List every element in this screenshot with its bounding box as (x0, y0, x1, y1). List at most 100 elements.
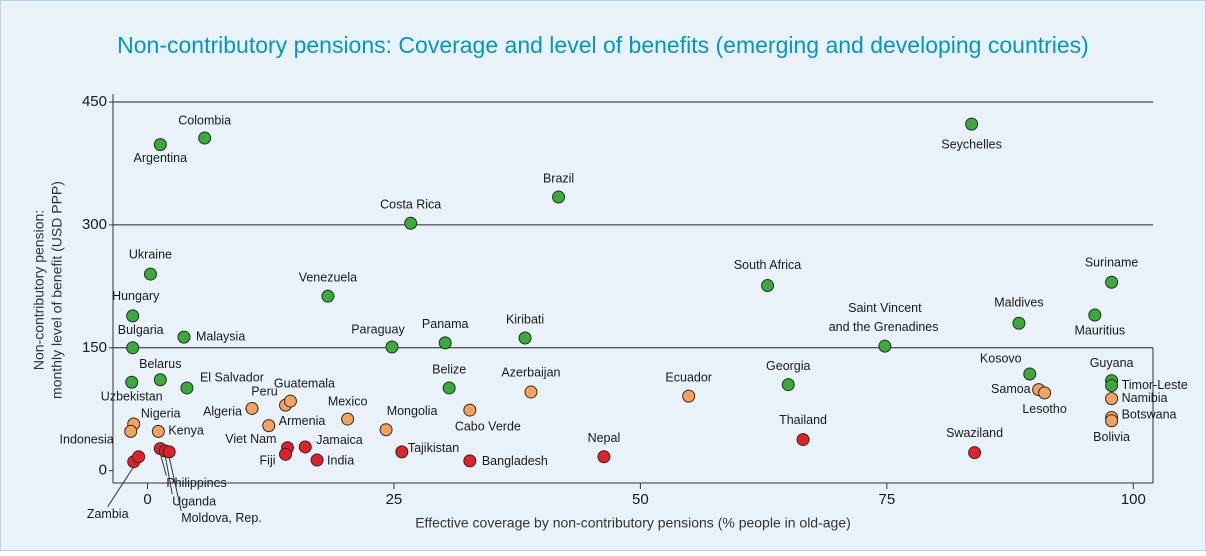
point-label: Mauritius (1074, 323, 1125, 337)
leader-line (168, 456, 182, 511)
point-label: Mongolia (387, 404, 438, 418)
point-label: India (327, 453, 354, 467)
point-label: Maldives (994, 296, 1043, 310)
point (968, 446, 982, 460)
leader-line (164, 455, 173, 495)
point (279, 447, 293, 461)
x-tick-label: 25 (386, 491, 403, 508)
point (341, 412, 355, 426)
point-label: Nepal (588, 431, 621, 445)
point (1023, 367, 1037, 381)
x-tick-label: 75 (878, 491, 895, 508)
point-label: Kiribati (506, 312, 544, 326)
point-label: South Africa (734, 258, 801, 272)
point-label: Swaziland (946, 426, 1003, 440)
point-label: Nigeria (141, 406, 181, 420)
y-axis-title-line: Non-contributory pension: (31, 210, 47, 370)
point (153, 373, 167, 387)
point (379, 423, 393, 437)
point-label: Venezuela (299, 270, 357, 284)
point-label: Georgia (766, 359, 811, 373)
point (395, 445, 409, 459)
leader-line (107, 466, 135, 507)
point (1105, 378, 1119, 392)
point-label: Bangladesh (482, 454, 548, 468)
point-label: Ukraine (129, 247, 172, 261)
point-label: Samoa (991, 382, 1031, 396)
point (761, 279, 775, 293)
point-label: Botswana (1122, 408, 1177, 422)
point-label: Bolivia (1093, 430, 1130, 444)
point (552, 190, 566, 204)
point (1038, 386, 1052, 400)
point-label: Mexico (328, 394, 368, 408)
point-label: Brazil (543, 171, 574, 185)
point (463, 454, 477, 468)
point (198, 131, 212, 145)
point (682, 389, 696, 403)
point (151, 424, 165, 438)
point-label: Saint Vincent and the Grenadines (825, 301, 938, 334)
point-label: Lesotho (1022, 402, 1067, 416)
point-label: Indonesia (60, 433, 114, 447)
point (321, 289, 335, 303)
point (126, 341, 140, 355)
point (442, 381, 456, 395)
point-label: Algeria (203, 405, 242, 419)
point-label: Namibia (1122, 391, 1168, 405)
point-label: Malaysia (196, 329, 245, 343)
point-label: Azerbaijan (501, 365, 560, 379)
point (298, 440, 312, 454)
point-label: Costa Rica (380, 198, 441, 212)
x-tick-label: 100 (1121, 491, 1146, 508)
point-label: Tajikistan (408, 441, 459, 455)
x-tick-label: 50 (632, 491, 649, 508)
point-label: Armenia (279, 414, 326, 428)
y-axis-title: Non-contributory pension: monthly level … (31, 181, 65, 399)
point (1105, 275, 1119, 289)
point (180, 381, 194, 395)
point (597, 450, 611, 464)
point (463, 403, 477, 417)
chart-title: Non-contributory pensions: Coverage and … (117, 32, 1089, 58)
point-label: Peru (251, 384, 277, 398)
point-label: Kosovo (980, 351, 1022, 365)
y-tick-label: 0 (99, 462, 107, 479)
point (404, 216, 418, 230)
point-label: Cabo Verde (455, 419, 521, 433)
point (1105, 392, 1119, 406)
point (283, 394, 297, 408)
point (385, 340, 399, 354)
point (1012, 316, 1026, 330)
labels: Argentina Colombia Seychelles Brazil Costa R… (60, 113, 1188, 525)
point (524, 385, 538, 399)
point-label: Belize (432, 362, 466, 376)
point-label: Seychelles (941, 137, 1001, 151)
leader-line (159, 453, 167, 476)
point-label: Panama (422, 317, 469, 331)
point (262, 419, 276, 433)
point (125, 375, 139, 389)
point (965, 117, 979, 131)
x-tick-label: 0 (143, 491, 151, 508)
x-axis-title: Effective coverage by non-contributory p… (415, 515, 851, 531)
point (1105, 414, 1119, 428)
point-label: Guatemala (274, 376, 335, 390)
point-label: Jamaica (316, 433, 363, 447)
point-label: Moldova, Rep. (181, 511, 262, 525)
point-label: Colombia (178, 113, 231, 127)
point (310, 453, 324, 467)
point-label: Suriname (1085, 256, 1139, 270)
point-label: Thailand (779, 413, 827, 427)
y-tick-label: 150 (82, 339, 107, 356)
point (162, 445, 176, 459)
point-label: Bulgaria (118, 323, 164, 337)
point (1088, 308, 1102, 322)
y-axis-title-line: monthly level of benefit (USD PPP) (49, 181, 65, 399)
point (126, 309, 140, 323)
points (124, 117, 1119, 469)
point-label: Fiji (260, 454, 276, 468)
point-label: El Salvador (200, 370, 264, 384)
